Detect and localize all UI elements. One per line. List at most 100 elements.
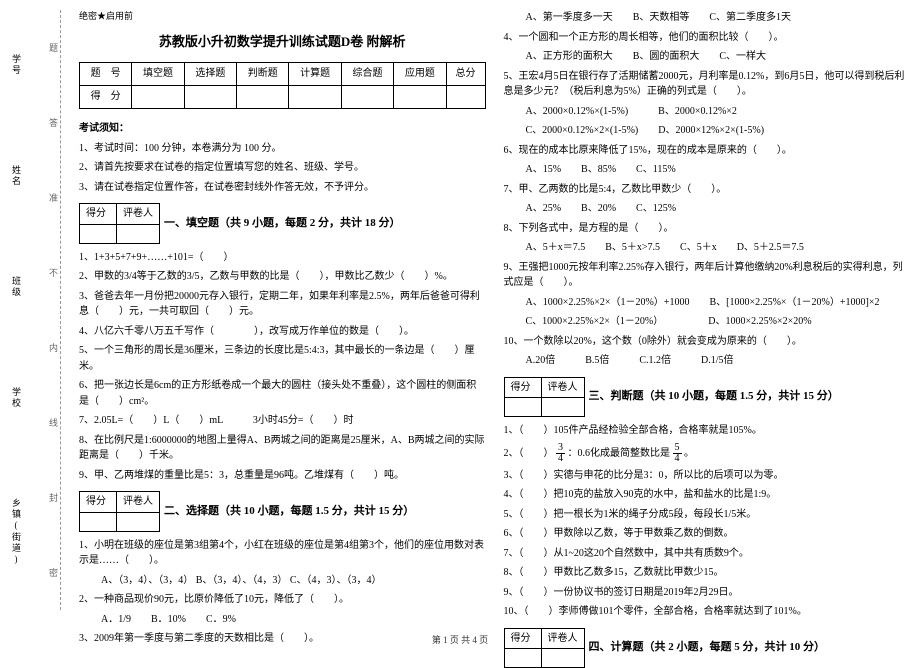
question: 5、王宏4月5日在银行存了活期储蓄2000元，月利率是0.12%，到6月5日，他…: [504, 69, 911, 100]
mark: 密: [49, 566, 58, 579]
question: 4、一个圆和一个正方形的周长相等，他们的面积比较（ ）。: [504, 30, 911, 46]
cell: [117, 224, 160, 243]
options: A、2000×0.12%×(1-5%) B、2000×0.12%×2: [504, 104, 911, 120]
cell: 得分: [80, 492, 117, 513]
question: 4、（ ）把10克的盐放入90克的水中，盐和盐水的比是1:9。: [504, 487, 911, 503]
binding-labels: 学号 姓名 班级 学校 乡镇(街道): [10, 10, 23, 610]
question: 2、甲数的3/4等于乙数的3/5，乙数与甲数的比是（ ），甲数比乙数少（ ）%。: [79, 269, 486, 285]
notice-line: 1、考试时间：100 分钟，本卷满分为 100 分。: [79, 141, 486, 157]
options: A．1/9 B．10% C．9%: [79, 612, 486, 628]
cell: 题 号: [80, 63, 132, 86]
question: 1、小明在班级的座位是第3组第4个，小红在班级的座位是第4组第3个，他们的座位用…: [79, 538, 486, 569]
question: 7、（ ）从1~20这20个自然数中，其中共有质数9个。: [504, 546, 911, 562]
question: 6、现在的成本比原来降低了15%，现在的成本是原来的（ ）。: [504, 143, 911, 159]
right-column: A、第一季度多一天 B、天数相等 C、第二季度多1天 4、一个圆和一个正方形的周…: [504, 10, 911, 610]
page: 学号 姓名 班级 学校 乡镇(街道) 题 答 准 不 内 线 封 密 绝密★启用…: [0, 0, 920, 630]
mark: 封: [49, 491, 58, 504]
mark: 答: [49, 116, 58, 129]
cell: 得分: [504, 377, 541, 398]
question: 10、（ ）李师傅做101个零件，全部合格，合格率就达到了101%。: [504, 604, 911, 620]
mark: 准: [49, 191, 58, 204]
cell: [80, 512, 117, 531]
mark: 内: [49, 341, 58, 354]
text: 2、（ ）: [504, 447, 554, 458]
question: 6、（ ）甲数除以乙数，等于甲数乘乙数的倒数。: [504, 526, 911, 542]
cell: [541, 398, 584, 417]
section-header: 得分评卷人 一、填空题（共 9 小题，每题 2 分，共计 18 分）: [79, 203, 486, 244]
options: A、（3，4）、（3，4） B、（3，4）、（4，3） C、（4，3）、（3，4…: [79, 573, 486, 589]
score-mini-table: 得分评卷人: [79, 203, 160, 244]
text: 。: [684, 447, 694, 458]
cell: 总分: [446, 63, 485, 86]
question: 6、把一张边长是6cm的正方形纸卷成一个最大的圆柱（接头处不重叠），这个圆柱的侧…: [79, 378, 486, 409]
question: 9、甲、乙两堆煤的重量比是5：3，总重量是96吨。乙堆煤有（ ）吨。: [79, 468, 486, 484]
question: 1、（ ）105件产品经检验全部合格，合格率就是105%。: [504, 423, 911, 439]
cell: [237, 86, 289, 109]
question: 3、（ ）实德与申花的比分是3：0，所以比的后项可以为零。: [504, 468, 911, 484]
question: 2、一种商品现价90元，比原价降低了10元，降低了（ ）。: [79, 592, 486, 608]
cell: [446, 86, 485, 109]
binding-label: 乡镇(街道): [10, 498, 23, 566]
mark: 题: [49, 41, 58, 54]
question: 7、甲、乙两数的比是5:4，乙数比甲数少（ ）。: [504, 182, 911, 198]
cell: 评卷人: [117, 492, 160, 513]
question: 2、（ ） 34 ：0.6化成最简整数比是 54 。: [504, 443, 911, 464]
fraction: 54: [673, 443, 682, 464]
question: 8、（ ）甲数比乙数多15，乙数就比甲数少15。: [504, 565, 911, 581]
notice-line: 3、请在试卷指定位置作答，在试卷密封线外作答无效，不予评分。: [79, 180, 486, 196]
section-header: 得分评卷人 二、选择题（共 10 小题，每题 1.5 分，共计 15 分）: [79, 491, 486, 532]
binding-label: 学校: [10, 387, 23, 409]
options: A、第一季度多一天 B、天数相等 C、第二季度多1天: [504, 10, 911, 26]
section-title: 二、选择题（共 10 小题，每题 1.5 分，共计 15 分）: [164, 503, 414, 520]
cell: 填空题: [132, 63, 184, 86]
cell: 得分: [80, 204, 117, 225]
options: A、正方形的面积大 B、圆的面积大 C、一样大: [504, 49, 911, 65]
section-header: 得分评卷人 三、判断题（共 10 小题，每题 1.5 分，共计 15 分）: [504, 377, 911, 418]
cell: [289, 86, 341, 109]
cell: [184, 86, 236, 109]
text: ：0.6化成最简整数比是: [568, 447, 671, 458]
cell: [80, 224, 117, 243]
cell: [504, 398, 541, 417]
section-title: 三、判断题（共 10 小题，每题 1.5 分，共计 15 分）: [589, 388, 839, 405]
binding-label: 学号: [10, 54, 23, 76]
question: 5、（ ）把一根长为1米的绳子分成5段，每段长1/5米。: [504, 507, 911, 523]
options: A、1000×2.25%×2×（1－20%）+1000 B、[1000×2.25…: [504, 295, 911, 311]
score-mini-table: 得分评卷人: [504, 377, 585, 418]
cell: 得 分: [80, 86, 132, 109]
score-table: 题 号 填空题 选择题 判断题 计算题 综合题 应用题 总分 得 分: [79, 62, 486, 109]
question: 4、八亿六千零八万五千写作（ ），改写成万作单位的数是（ ）。: [79, 324, 486, 340]
mark: 线: [49, 416, 58, 429]
options: A、25% B、20% C、125%: [504, 201, 911, 217]
question: 7、2.05L=（ ）L（ ）mL 3小时45分=（ ）时: [79, 413, 486, 429]
score-mini-table: 得分评卷人: [79, 491, 160, 532]
question: 3、爸爸去年一月份把20000元存入银行，定期二年，如果年利率是2.5%，两年后…: [79, 289, 486, 320]
question: 8、下列各式中，是方程的是（ ）。: [504, 221, 911, 237]
table-row: 题 号 填空题 选择题 判断题 计算题 综合题 应用题 总分: [80, 63, 486, 86]
options: C、2000×0.12%×2×(1-5%) D、2000×12%×2×(1-5%…: [504, 123, 911, 139]
cell: 选择题: [184, 63, 236, 86]
notice-line: 2、请首先按要求在试卷的指定位置填写您的姓名、班级、学号。: [79, 160, 486, 176]
table-row: 得 分: [80, 86, 486, 109]
cell: 应用题: [394, 63, 446, 86]
cell: [341, 86, 393, 109]
fraction: 34: [556, 443, 565, 464]
mark: 不: [49, 266, 58, 279]
content-columns: 绝密★启用前 苏教版小升初数学提升训练试题D卷 附解析 题 号 填空题 选择题 …: [61, 10, 910, 610]
binding-label: 班级: [10, 276, 23, 298]
options: A.20倍 B.5倍 C.1.2倍 D.1/5倍: [504, 353, 911, 369]
cell: [504, 649, 541, 668]
cell: 计算题: [289, 63, 341, 86]
exam-title: 苏教版小升初数学提升训练试题D卷 附解析: [79, 32, 486, 52]
notice-heading: 考试须知：: [79, 121, 486, 137]
options: A、15% B、85% C、115%: [504, 162, 911, 178]
binding-label: 姓名: [10, 165, 23, 187]
binding-column: 学号 姓名 班级 学校 乡镇(街道) 题 答 准 不 内 线 封 密: [10, 10, 61, 610]
cell: [132, 86, 184, 109]
cell: 评卷人: [117, 204, 160, 225]
question: 10、一个数除以20%，这个数（0除外）就会变成为原来的（ ）。: [504, 334, 911, 350]
secret-label: 绝密★启用前: [79, 10, 486, 24]
options: A、5＋x＝7.5 B、5＋x>7.5 C、5＋x D、5＋2.5＝7.5: [504, 240, 911, 256]
question: 9、王强把1000元按年利率2.25%存入银行，两年后计算他缴纳20%利息税后的…: [504, 260, 911, 291]
cell: 判断题: [237, 63, 289, 86]
